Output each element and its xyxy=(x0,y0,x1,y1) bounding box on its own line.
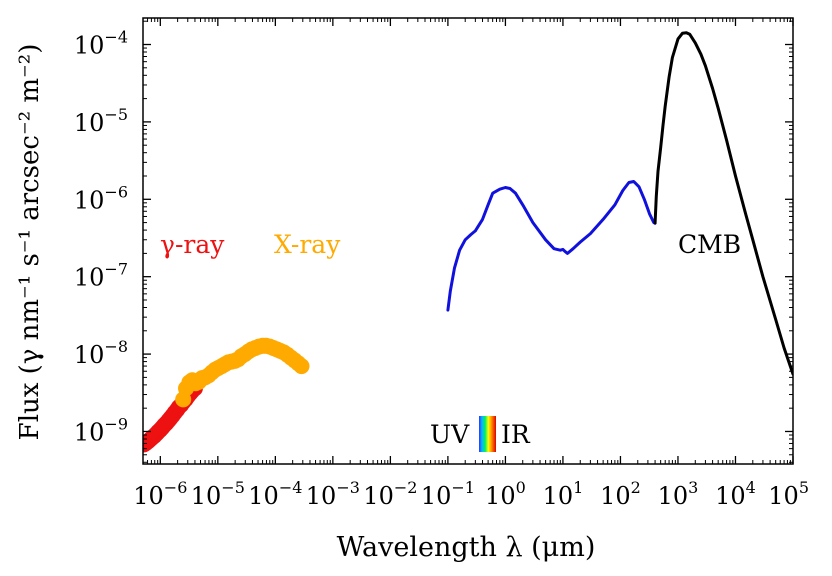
series-line-2 xyxy=(446,180,657,312)
x-tick-label: 101 xyxy=(543,478,584,510)
x-tick-label: 10−3 xyxy=(306,478,360,510)
x-ray-label: X-ray xyxy=(274,230,341,259)
data-point xyxy=(293,358,310,375)
x-tick-label: 105 xyxy=(768,478,809,510)
y-tick-label: 10−4 xyxy=(74,28,128,60)
y-tick-label: 10−6 xyxy=(74,182,128,214)
x-tick-label: 10−2 xyxy=(363,478,417,510)
x-tick-label: 10−1 xyxy=(421,478,475,510)
gamma-ray-label: γ-ray xyxy=(160,230,225,259)
x-tick-label: 104 xyxy=(715,478,756,510)
uv-label: UV xyxy=(430,420,470,449)
x-tick-label: 10−4 xyxy=(248,478,302,510)
series-line-3 xyxy=(653,31,793,376)
plot-frame xyxy=(142,17,794,465)
visible-spectrum-bar xyxy=(479,416,496,452)
ir-label: IR xyxy=(501,420,531,449)
cmb-label: CMB xyxy=(678,230,741,259)
y-tick-label: 10−7 xyxy=(74,260,128,292)
x-axis-label: Wavelength λ (μm) xyxy=(337,532,596,563)
y-tick-label: 10−5 xyxy=(74,105,128,137)
y-tick-label: 10−8 xyxy=(74,337,128,369)
x-tick-label: 10−5 xyxy=(191,478,245,510)
x-tick-label: 102 xyxy=(600,478,641,510)
x-tick-label: 103 xyxy=(658,478,699,510)
y-axis-label: Flux (γ nm⁻¹ s⁻¹ arcsec⁻² m⁻²) xyxy=(15,44,45,441)
x-tick-label: 100 xyxy=(485,478,526,510)
x-tick-label: 10−6 xyxy=(133,478,187,510)
y-tick-label: 10−9 xyxy=(74,414,128,446)
